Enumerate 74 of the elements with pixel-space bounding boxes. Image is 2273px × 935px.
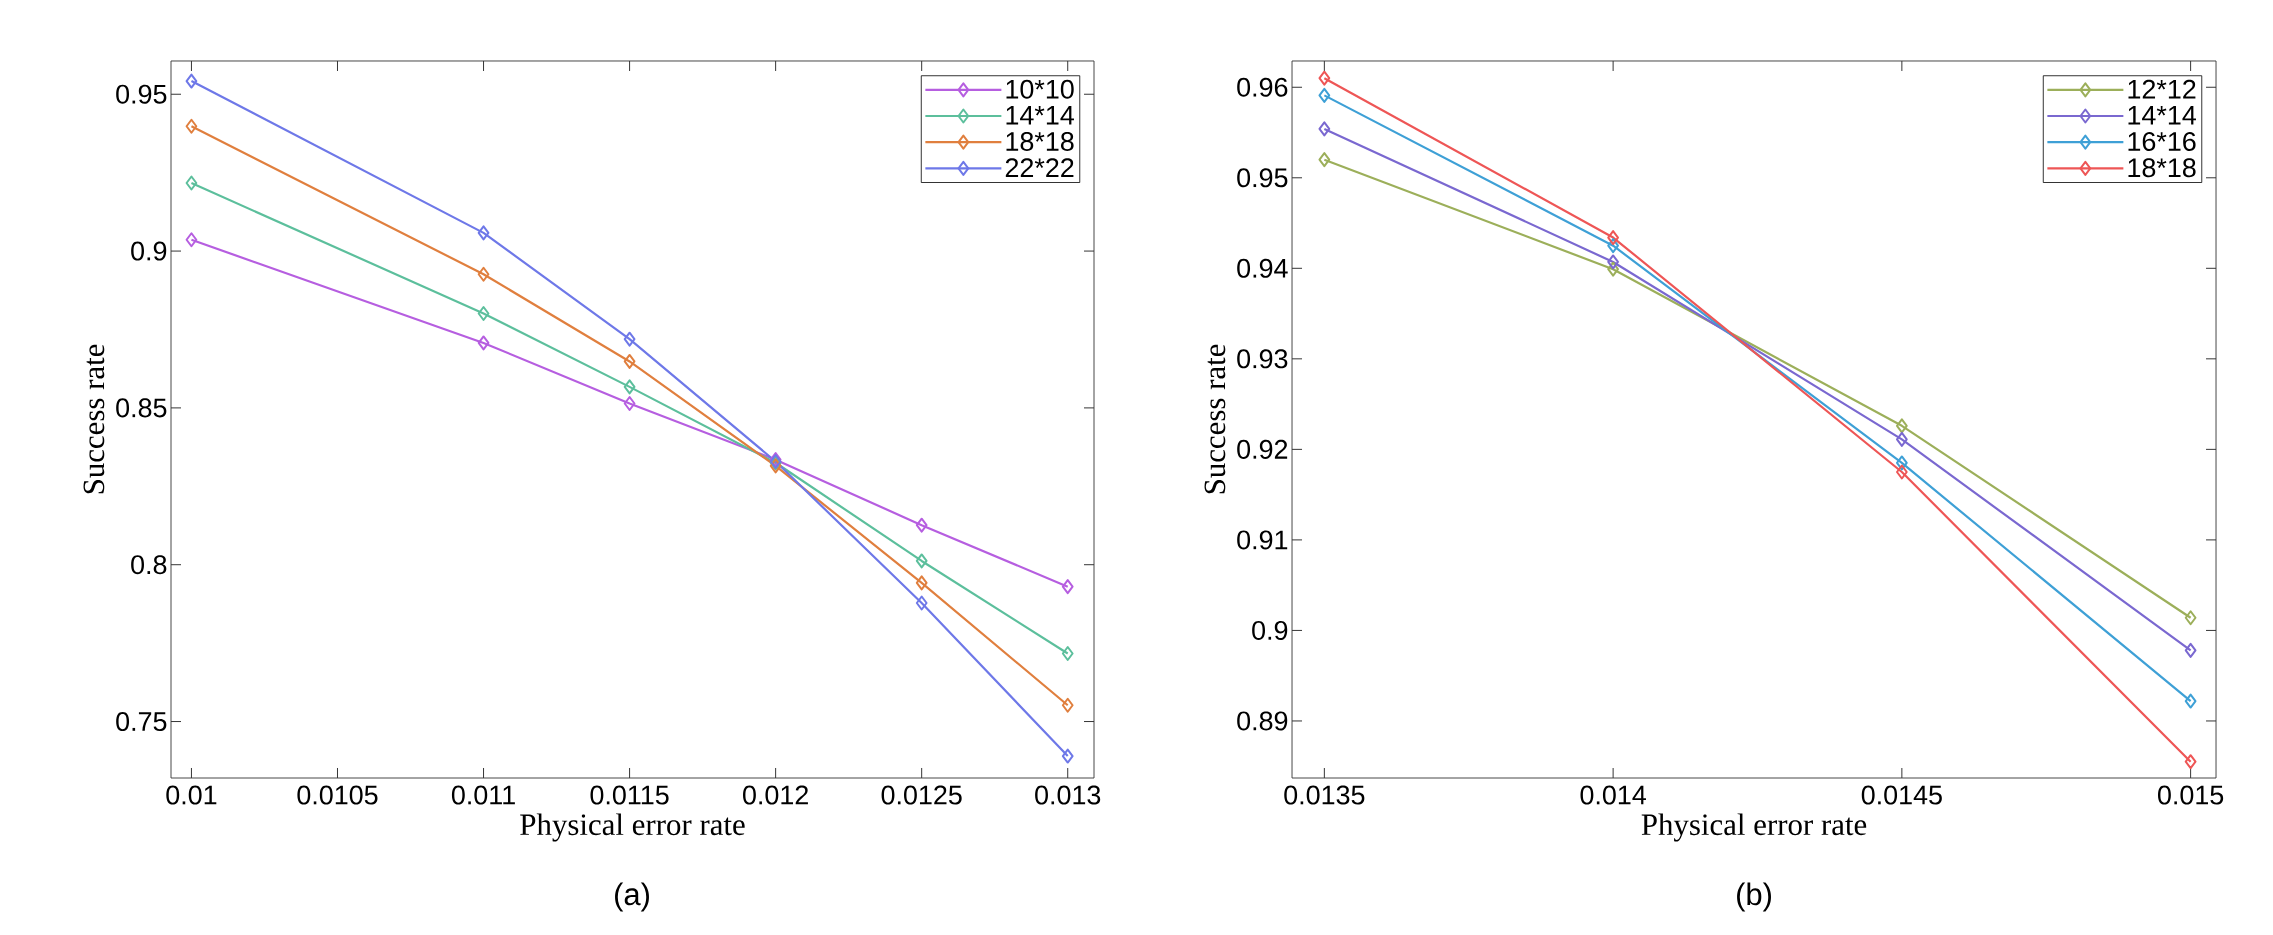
- y-tick-label: 0.85: [116, 398, 167, 418]
- point: [623, 353, 636, 369]
- legend-label: 14*14: [1006, 105, 1074, 125]
- y-axis-title: Success rate: [83, 344, 105, 494]
- legend-label: 14*14: [2128, 105, 2196, 125]
- y-tick-label: 0.96: [1237, 77, 1288, 97]
- x-tick-label: 0.01: [166, 785, 217, 805]
- point: [1318, 152, 1331, 168]
- y-axis-title: Success rate: [1204, 344, 1226, 494]
- point: [623, 331, 636, 347]
- y-tick-label: 0.95: [116, 84, 167, 104]
- legend-label: 22*22: [1005, 158, 1074, 178]
- y-tick-label: 0.75: [116, 712, 167, 732]
- point: [623, 379, 636, 395]
- x-tick-label: 0.013: [1035, 785, 1101, 805]
- x-tick-label: 0.015: [2158, 785, 2224, 805]
- point: [1607, 238, 1619, 254]
- y-tick-label: 0.9: [1252, 620, 1288, 640]
- y-tick-label: 0.95: [1237, 168, 1288, 188]
- point: [185, 175, 198, 191]
- y-tick-label: 0.94: [1237, 258, 1288, 278]
- point: [2184, 754, 2197, 770]
- x-tick-label: 0.0125: [881, 785, 962, 805]
- point: [1895, 431, 1908, 447]
- point: [1318, 87, 1331, 103]
- point: [915, 575, 928, 591]
- point: [915, 517, 928, 533]
- x-tick-label: 0.011: [451, 785, 515, 805]
- point: [915, 595, 928, 611]
- legend-label: 18*18: [2128, 158, 2196, 178]
- point: [477, 266, 490, 282]
- point: [1895, 418, 1908, 434]
- y-tick-label: 0.93: [1237, 349, 1288, 369]
- x-tick-label: 0.0145: [1861, 785, 1942, 805]
- legend-label: 18*18: [1006, 131, 1074, 152]
- point: [2184, 610, 2197, 626]
- x-tick-label: 0.0115: [590, 785, 669, 805]
- y-tick-label: 0.91: [1237, 530, 1288, 550]
- point: [477, 225, 490, 241]
- point: [1318, 121, 1331, 137]
- y-tick-label: 0.89: [1237, 711, 1288, 731]
- point: [1061, 697, 1074, 713]
- point: [185, 73, 198, 89]
- legend-label: 12*12: [2128, 79, 2196, 99]
- x-axis-title: Physical error rate: [520, 813, 745, 842]
- y-tick-label: 0.92: [1237, 439, 1288, 459]
- point: [1607, 261, 1619, 277]
- point: [1895, 455, 1908, 471]
- y-tick-label: 0.8: [131, 555, 167, 575]
- y-tick-label: 0.9: [131, 241, 167, 261]
- point: [1607, 254, 1619, 270]
- point: [1061, 748, 1074, 764]
- x-tick-label: 0.014: [1580, 785, 1646, 805]
- x-axis-title: Physical error rate: [1641, 813, 1867, 842]
- point: [1061, 579, 1074, 595]
- point: [185, 232, 198, 248]
- text: (a): [615, 882, 649, 912]
- point: [2184, 693, 2197, 709]
- point: [1895, 464, 1908, 480]
- text: (b): [1737, 882, 1771, 912]
- legend-label: 10*10: [1006, 79, 1074, 99]
- legend-label: 16*16: [2128, 131, 2196, 152]
- point: [1318, 70, 1331, 86]
- point: [477, 305, 490, 321]
- point: [477, 335, 490, 351]
- point: [185, 118, 198, 134]
- point: [623, 396, 636, 411]
- point: [1607, 230, 1619, 246]
- x-tick-label: 0.0105: [297, 785, 378, 805]
- point: [2184, 642, 2197, 658]
- point: [915, 553, 928, 569]
- point: [1061, 645, 1074, 661]
- x-tick-label: 0.0135: [1284, 785, 1365, 805]
- x-tick-label: 0.012: [743, 785, 808, 805]
